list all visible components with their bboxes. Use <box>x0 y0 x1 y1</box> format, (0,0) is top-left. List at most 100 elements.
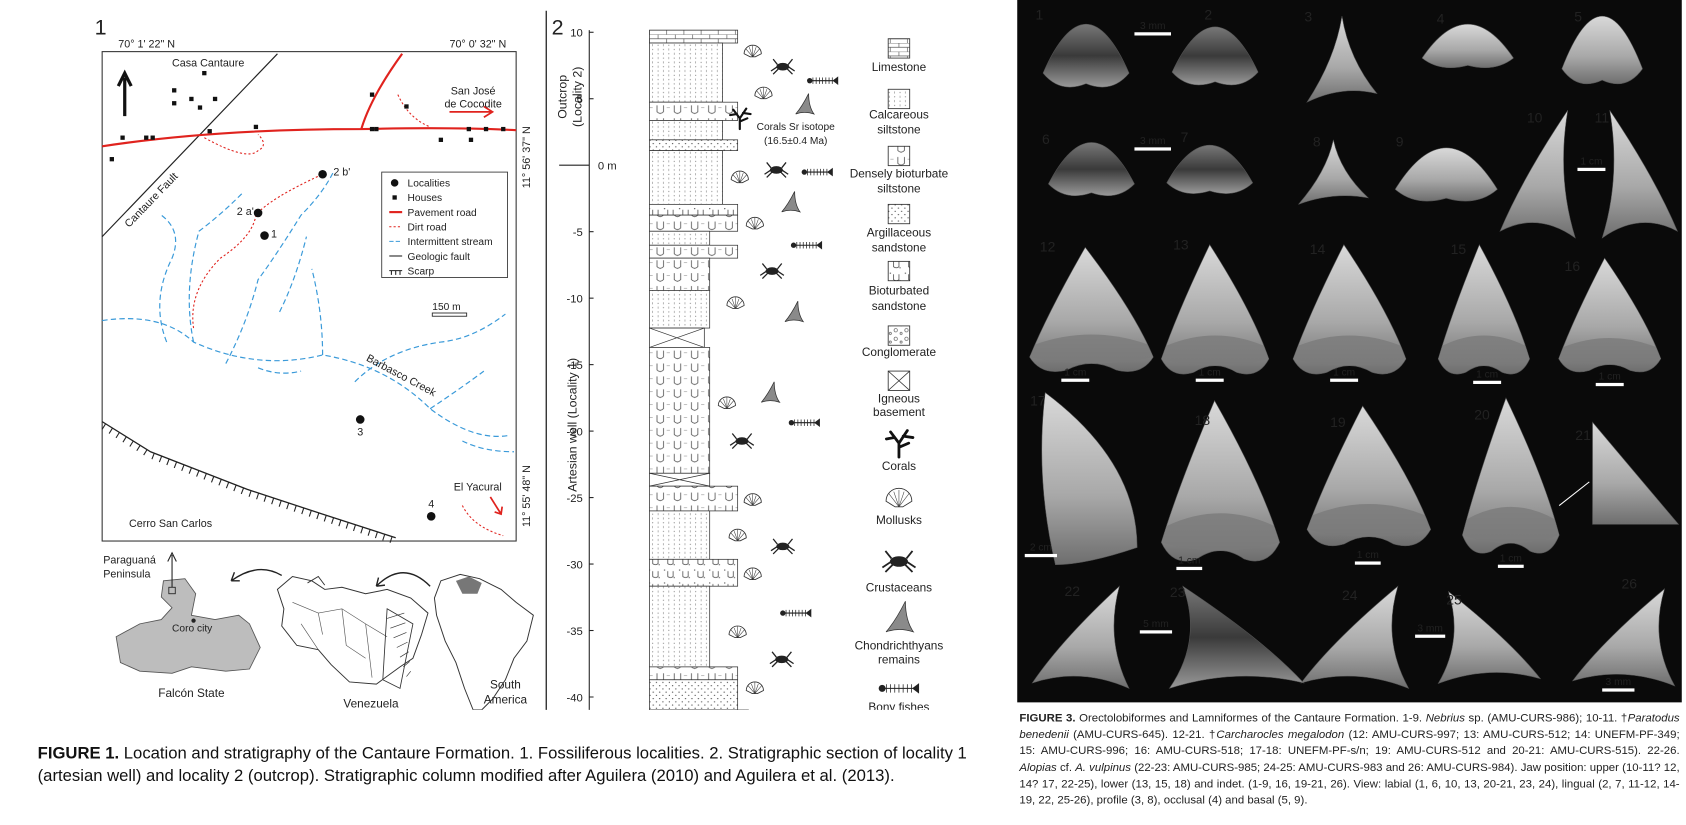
scarp-tick <box>158 455 163 463</box>
road-arrow <box>489 496 504 516</box>
shark-tooth-icon <box>885 601 915 633</box>
scale-bar <box>1134 147 1172 151</box>
legend-label: sandstone <box>872 241 927 255</box>
house <box>144 135 149 140</box>
mollusk-rib <box>739 174 747 183</box>
panel-number: 9 <box>1396 133 1404 149</box>
legend-swatch <box>887 325 911 346</box>
shark-tooth-icon <box>781 191 802 213</box>
stream <box>354 313 506 383</box>
scale-bar <box>1139 630 1173 634</box>
scarp-tick <box>271 497 275 505</box>
fault <box>101 53 278 238</box>
scarp-tick <box>181 464 185 471</box>
column-bed <box>649 347 711 474</box>
crab-legs <box>764 162 789 178</box>
scarp-tick <box>218 479 222 486</box>
inset-line <box>167 551 177 588</box>
tooth-root <box>1161 513 1280 551</box>
fish-head <box>807 77 813 84</box>
legend-label: Calcareous <box>869 107 929 121</box>
crab-icon <box>776 542 790 551</box>
tooth-photo <box>1168 585 1305 689</box>
depth-label: 5 <box>577 94 583 106</box>
scale-label: 150 m <box>432 302 460 313</box>
panel-number: 6 <box>1042 131 1050 147</box>
scarp-tick <box>389 536 393 543</box>
fish-icon <box>782 608 812 618</box>
panel-number: 1 <box>95 15 107 39</box>
panel-number: 3 <box>1304 9 1312 25</box>
legend-label: Localities <box>408 179 451 190</box>
figure1-caption: FIGURE 1. Location and stratigraphy of t… <box>38 742 1006 787</box>
mollusk-rib <box>763 89 768 99</box>
stream <box>225 171 334 364</box>
mollusk-rib <box>752 569 757 580</box>
panel-number: 25 <box>1446 591 1462 607</box>
mollusk-rib <box>749 47 753 57</box>
scale-label: 3 mm <box>1140 136 1166 147</box>
scarp-tick <box>338 519 342 527</box>
locality-label: 3 <box>357 427 363 439</box>
column-bed <box>649 679 739 711</box>
tooth-photo <box>1499 110 1576 239</box>
mollusk-rib <box>756 90 764 99</box>
mollusk-rib <box>898 493 910 507</box>
mollusk-rib <box>728 300 736 309</box>
map-frame <box>101 51 517 542</box>
legend-label: Houses <box>408 193 443 204</box>
locality-label: 2 a' <box>237 206 254 218</box>
mollusk-rib <box>733 531 738 541</box>
panel-number: 2 <box>552 15 564 39</box>
caption-text: cf. <box>1056 761 1076 775</box>
caption-text: Location and stratigraphy of the Cantaur… <box>37 744 967 786</box>
scale-bar <box>1473 380 1502 384</box>
panel-number: 13 <box>1173 237 1189 253</box>
axis-label: (Locality 2) <box>571 67 585 127</box>
crab-legs <box>770 538 796 555</box>
tooth-photo <box>1041 392 1138 565</box>
tooth-photo <box>1031 585 1130 689</box>
fish-head <box>878 684 886 692</box>
mollusk-rib <box>723 398 728 409</box>
scarp-tick <box>122 436 127 443</box>
legend-symbol <box>389 270 403 275</box>
panel-number: 19 <box>1330 414 1346 430</box>
mollusk-rib <box>752 571 760 580</box>
mollusk-rib <box>726 400 734 409</box>
house <box>404 104 409 109</box>
house <box>468 137 474 142</box>
legend-swatch <box>887 88 911 110</box>
fish-icon <box>882 683 920 694</box>
column-bed <box>649 203 739 216</box>
shark-tooth-icon <box>761 381 781 403</box>
mollusk-rib <box>747 220 756 230</box>
column-bed <box>649 230 711 246</box>
venezuela <box>276 575 429 685</box>
legend-symbol <box>390 179 399 187</box>
panel-number: 24 <box>1342 587 1358 603</box>
hatch <box>390 622 406 629</box>
depth-label: -5 <box>573 227 583 239</box>
mollusk-rib <box>893 491 900 507</box>
south-america <box>433 573 534 711</box>
legend-label: Dirt road <box>408 222 447 233</box>
legend-label: Chondrichthyans <box>855 639 944 653</box>
scale-bar <box>1602 688 1635 692</box>
tooth-root <box>1558 338 1661 365</box>
house <box>202 70 207 76</box>
inset-label: Coro city <box>172 623 213 634</box>
tooth-photo <box>1171 26 1259 86</box>
scarp-tick <box>203 473 207 480</box>
mollusk-rib <box>763 90 771 99</box>
house <box>172 88 177 93</box>
mollusk-rib <box>735 300 743 309</box>
panel-number: 15 <box>1451 241 1467 257</box>
scale-label: 3 mm <box>1140 21 1166 32</box>
scarp-tick <box>352 524 357 532</box>
house <box>501 126 506 132</box>
scale-bar <box>1330 378 1359 382</box>
hatch <box>393 632 407 639</box>
tooth-photo <box>1048 142 1135 196</box>
depth-label: -40 <box>567 692 583 704</box>
